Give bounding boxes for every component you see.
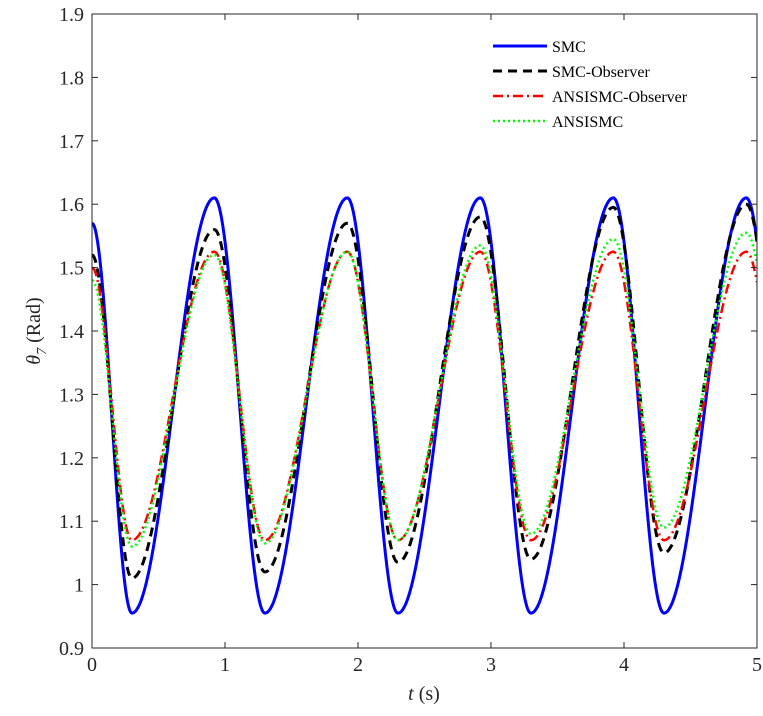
y-tick-label: 1.4	[59, 321, 84, 343]
x-tick-label: 0	[87, 654, 97, 676]
y-tick-label: 1.5	[59, 258, 84, 280]
y-tick-label: 1.9	[59, 4, 84, 26]
y-tick-label: 1.1	[59, 511, 84, 533]
y-axis-label: θ7 (Rad)	[23, 297, 50, 364]
x-tick-label: 1	[220, 654, 230, 676]
plot-area	[92, 14, 757, 648]
x-tick-label: 2	[353, 654, 363, 676]
series-line-smc	[92, 196, 757, 615]
x-tick-label: 4	[619, 654, 629, 676]
legend-label: SMC	[552, 39, 586, 56]
y-tick-label: 1.8	[59, 67, 84, 89]
x-axis-label: t (s)	[408, 683, 440, 705]
legend-label: SMC-Observer	[552, 64, 650, 81]
x-tick-label: 5	[752, 654, 762, 676]
x-tick-label: 3	[486, 654, 496, 676]
y-tick-label: 1.2	[59, 448, 84, 470]
series-line-ansismc	[92, 231, 757, 548]
legend: SMC SMC-Observer ANSISMC-Observer ANSISMC	[493, 39, 688, 131]
legend-label: ANSISMC-Observer	[552, 89, 688, 106]
y-tick-label: 1.6	[59, 194, 84, 216]
y-tick-label: 1	[74, 575, 84, 597]
y-tick-label: 1.3	[59, 384, 84, 406]
tick-layer: 0 1 2 3 4 5 0.9 1 1.1 1.2 1.3 1.4 1.5 1.6 1.7 1.8 1.9	[59, 4, 762, 676]
series-layer	[92, 196, 757, 615]
y-tick-label: 1.7	[59, 131, 84, 153]
legend-label: ANSISMC	[552, 114, 623, 131]
y-tick-label: 0.9	[59, 638, 84, 660]
series-line-ansismc-observer	[92, 250, 757, 542]
